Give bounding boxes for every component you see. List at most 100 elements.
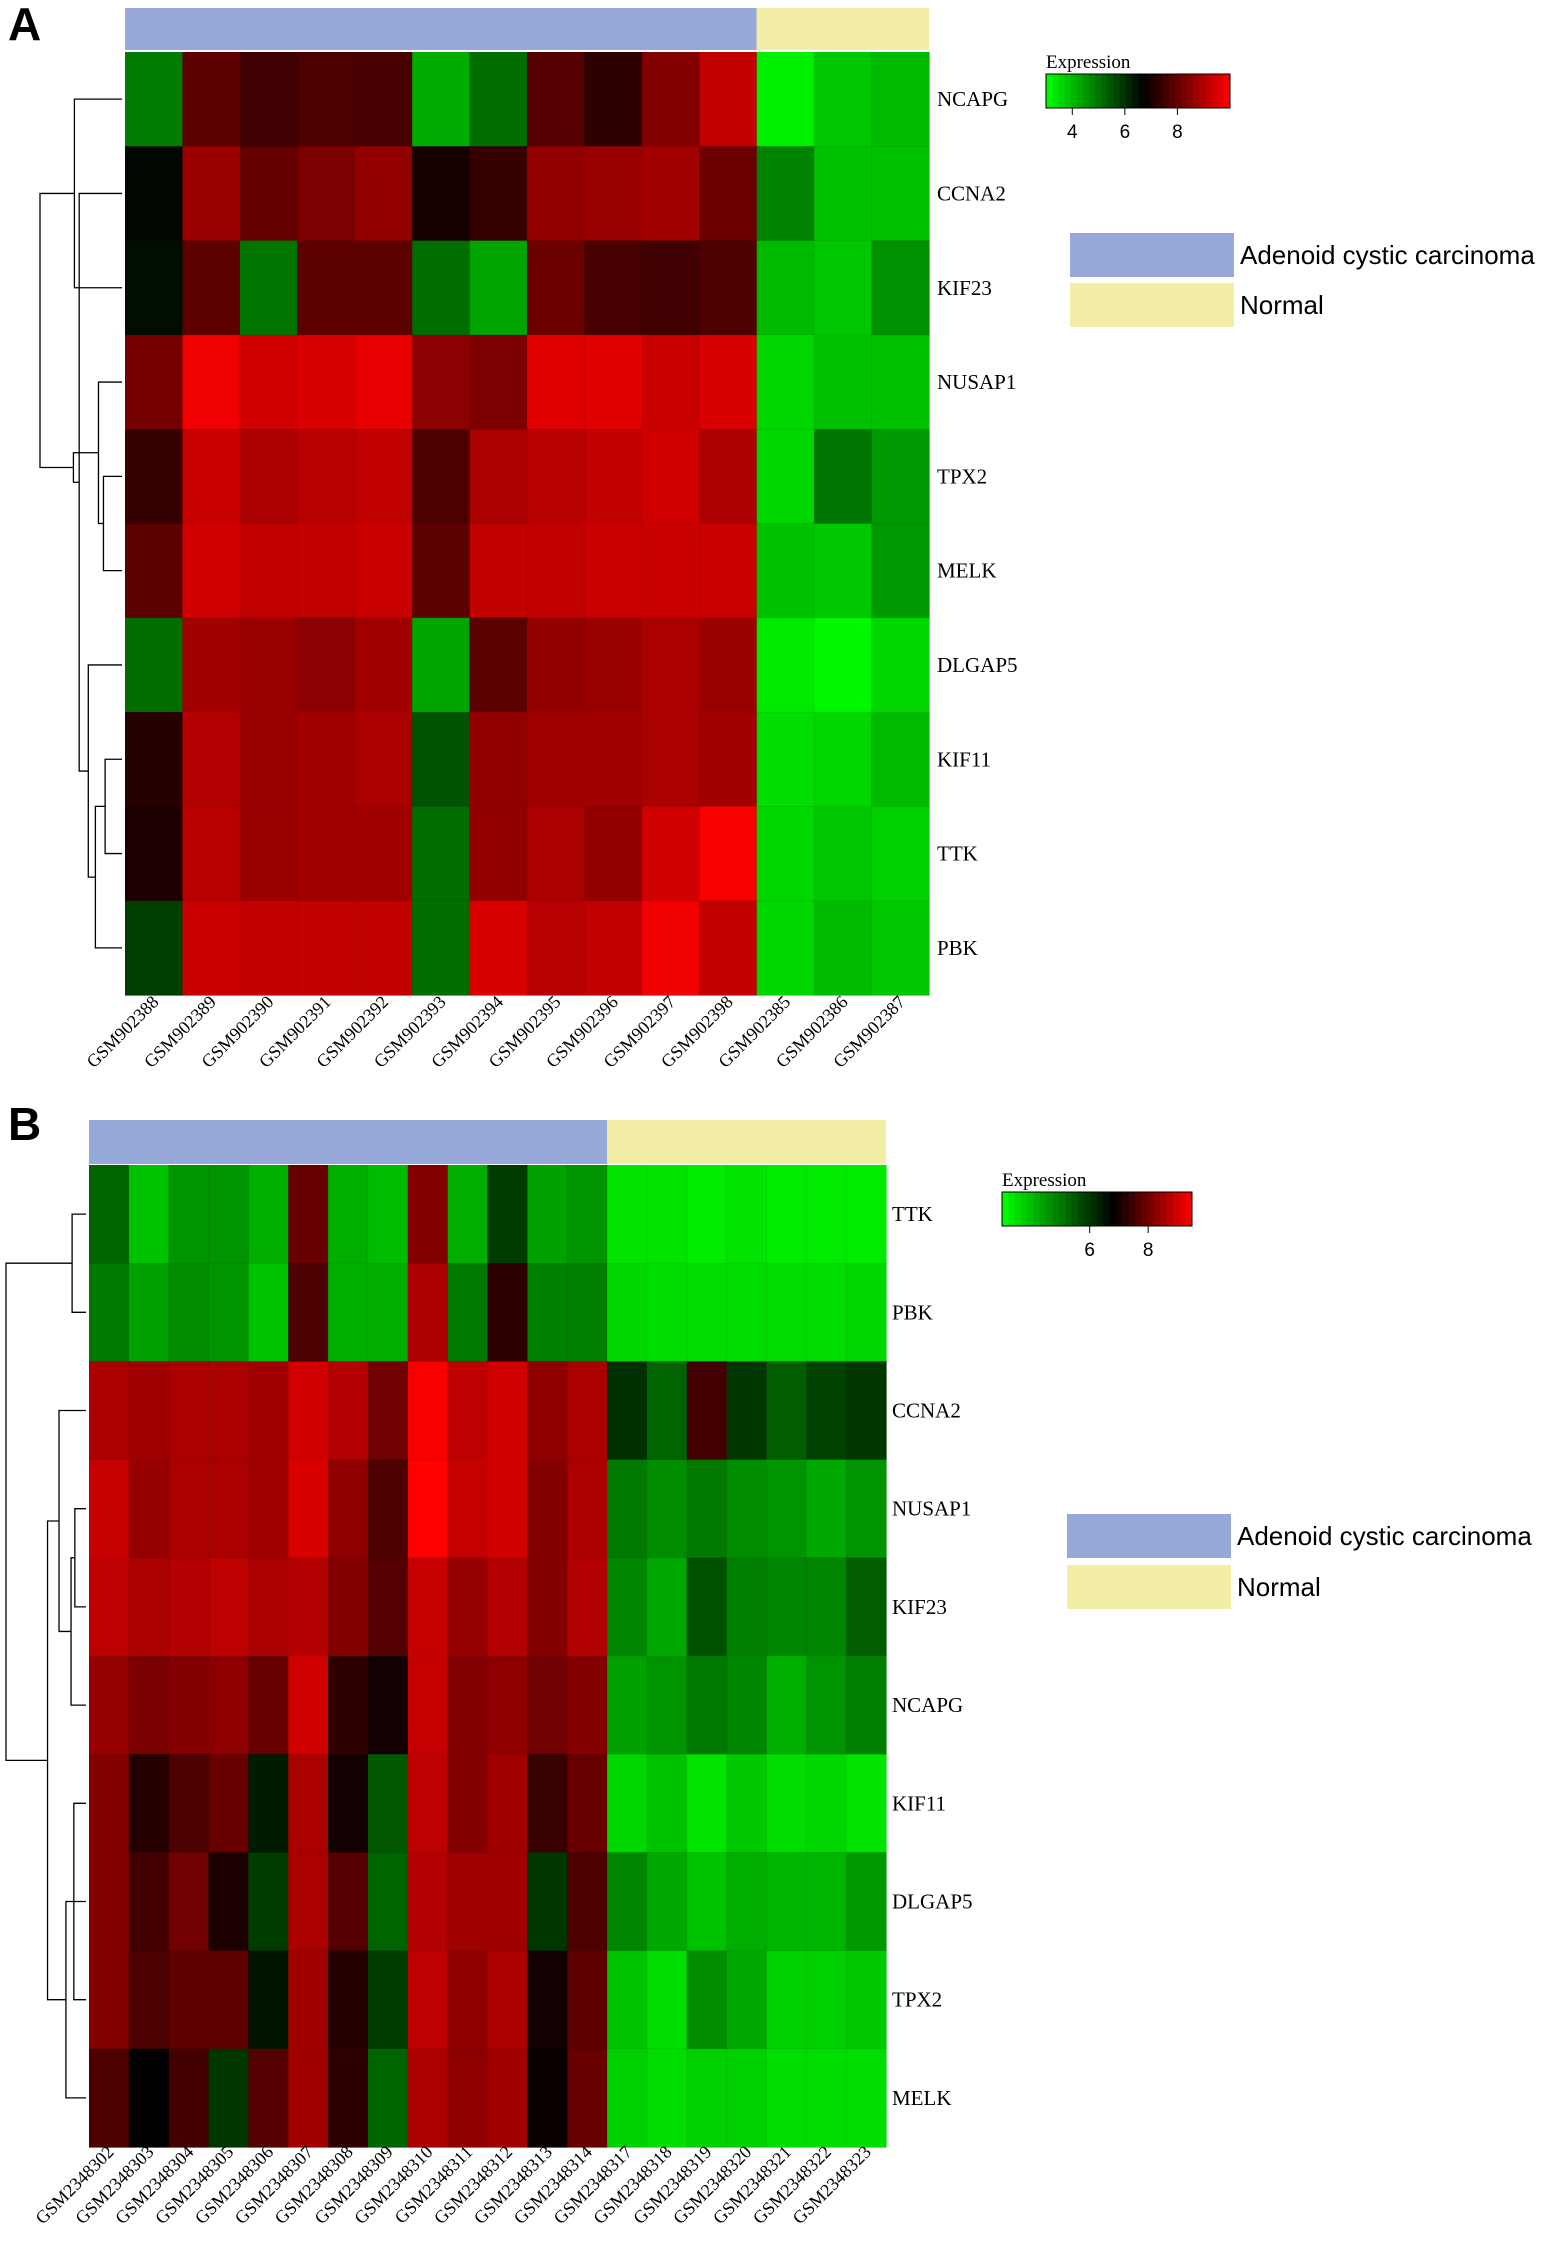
heatmap-cell bbox=[182, 240, 241, 336]
heatmap-cell bbox=[407, 1165, 449, 1264]
heatmap-cell bbox=[686, 1361, 728, 1461]
heatmap-cell bbox=[846, 1852, 887, 1952]
colorbar-swatch bbox=[1078, 1192, 1085, 1226]
heatmap-cell bbox=[208, 2048, 249, 2148]
colorbar-swatch bbox=[1174, 74, 1182, 108]
colorbar-swatch bbox=[1014, 1192, 1022, 1226]
heatmap-cell bbox=[607, 2048, 648, 2148]
heatmap-cell bbox=[89, 1950, 130, 2050]
colorbar-swatch bbox=[1097, 1192, 1104, 1226]
heatmap-cell bbox=[699, 900, 758, 996]
colorbar-swatch bbox=[1052, 74, 1059, 108]
colorbar-swatch bbox=[1052, 1192, 1060, 1226]
heatmap-cell bbox=[367, 1557, 409, 1657]
heatmap-cell bbox=[208, 1263, 249, 1362]
colorbar-swatch bbox=[1002, 1192, 1009, 1226]
heatmap-cell bbox=[288, 2048, 329, 2148]
heatmap-cell bbox=[128, 1557, 170, 1657]
colorbar-swatch bbox=[1071, 1192, 1079, 1226]
dendrogram-branch bbox=[39, 192, 75, 469]
heatmap-cell bbox=[584, 617, 643, 713]
heatmap-cell bbox=[686, 1852, 728, 1952]
heatmap-cell bbox=[125, 900, 184, 996]
heatmap-cell bbox=[328, 1656, 369, 1755]
heatmap-cell bbox=[447, 2048, 489, 2148]
colorbar-swatch bbox=[1162, 74, 1170, 108]
heatmap-cell bbox=[354, 334, 413, 430]
heatmap-cell bbox=[239, 240, 298, 336]
heatmap-cell bbox=[699, 523, 758, 619]
heatmap-cell bbox=[168, 1263, 210, 1362]
dendrogram-branch bbox=[71, 1213, 86, 1313]
heatmap-cell bbox=[208, 1754, 249, 1853]
heatmap-cell bbox=[182, 52, 241, 147]
heatmap-cell bbox=[297, 334, 356, 430]
heatmap-cell bbox=[328, 1165, 369, 1264]
heatmap-cell bbox=[846, 1263, 887, 1362]
colorbar-swatch bbox=[1154, 1192, 1161, 1226]
heatmap-cell bbox=[726, 2048, 768, 2148]
colorbar-swatch bbox=[1109, 1192, 1117, 1226]
heatmap-cell bbox=[646, 1852, 688, 1952]
heatmap-cell bbox=[527, 523, 586, 619]
heatmap-cell bbox=[487, 1165, 528, 1264]
colorbar-tick-label: 8 bbox=[1143, 1240, 1154, 1261]
heatmap-cell bbox=[726, 1557, 768, 1657]
heatmap-cell bbox=[297, 240, 356, 336]
heatmap-cell bbox=[584, 334, 643, 430]
heatmap-cell bbox=[641, 429, 700, 525]
heatmap-cell bbox=[412, 806, 471, 902]
colorbar-swatch bbox=[1119, 74, 1127, 108]
heatmap-cell bbox=[208, 1459, 249, 1559]
heatmap-cell bbox=[756, 617, 815, 713]
row-label: PBK bbox=[892, 1300, 933, 1324]
row-dendrogram bbox=[5, 1213, 86, 2099]
heatmap-cell bbox=[814, 334, 873, 430]
heatmap-cell bbox=[686, 1950, 728, 2050]
heatmap-cell bbox=[567, 1459, 608, 1559]
heatmap-cell bbox=[756, 806, 815, 902]
heatmap-cell bbox=[125, 806, 184, 902]
heatmap-cell bbox=[527, 900, 586, 996]
heatmap-cell bbox=[814, 712, 873, 807]
heatmap-cell bbox=[871, 334, 930, 430]
dendrogram-branch bbox=[65, 1900, 86, 2099]
row-label: CCNA2 bbox=[892, 1399, 961, 1423]
heatmap-cell bbox=[806, 1950, 847, 2050]
group-bar-normal bbox=[756, 8, 929, 50]
heatmap-cell bbox=[89, 2048, 130, 2148]
row-label: MELK bbox=[937, 559, 997, 583]
colorbar-tick-label: 6 bbox=[1120, 122, 1131, 143]
heatmap-cell bbox=[125, 617, 184, 713]
dendrogram-branch bbox=[70, 1557, 86, 1706]
heatmap-cell bbox=[584, 806, 643, 902]
heatmap-cell bbox=[641, 523, 700, 619]
heatmap-cell bbox=[297, 146, 356, 242]
heatmap-cell bbox=[806, 1852, 847, 1952]
colorbar-swatch bbox=[1135, 1192, 1142, 1226]
row-label: TTK bbox=[937, 842, 978, 866]
panel-label-a: A bbox=[8, 0, 41, 50]
heatmap-cell bbox=[182, 617, 241, 713]
colorbar-frame bbox=[1045, 73, 1231, 109]
heatmap-cell bbox=[871, 712, 930, 807]
heatmap-cell bbox=[288, 1557, 329, 1657]
heatmap-cell bbox=[567, 1361, 608, 1461]
heatmap-cell bbox=[641, 617, 700, 713]
heatmap-cell bbox=[567, 1557, 608, 1657]
heatmap-cell bbox=[756, 240, 815, 336]
heatmap-cell bbox=[248, 1557, 289, 1657]
heatmap-cell bbox=[128, 1165, 170, 1264]
heatmap-cell bbox=[846, 1557, 887, 1657]
heatmap-cell bbox=[487, 1950, 528, 2050]
row-label: TPX2 bbox=[937, 464, 987, 488]
heatmap-cell bbox=[469, 334, 528, 430]
heatmap-cell bbox=[125, 240, 184, 336]
heatmap-cell bbox=[407, 1459, 449, 1559]
colorbar-swatch bbox=[1217, 74, 1225, 108]
legend-label-normal: Normal bbox=[1240, 290, 1324, 320]
heatmap-cell bbox=[248, 1459, 289, 1559]
heatmap-cell bbox=[846, 1459, 887, 1559]
heatmap-cell bbox=[182, 429, 241, 525]
heatmap-cell bbox=[367, 1754, 409, 1853]
